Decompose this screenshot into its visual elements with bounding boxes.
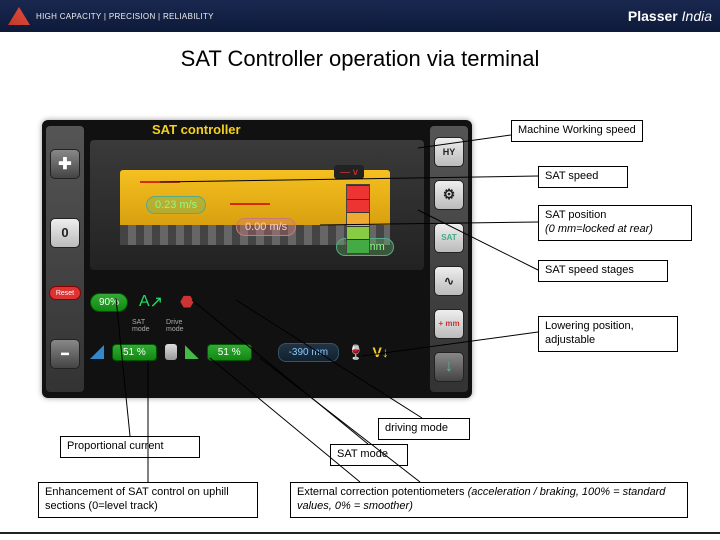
drum-icon xyxy=(165,344,177,360)
speed-stage-gauge xyxy=(346,184,370,254)
slide-title: SAT Controller operation via terminal xyxy=(0,32,720,82)
down-button[interactable] xyxy=(434,352,464,382)
drive-mode-icon[interactable]: ⬣ xyxy=(174,289,200,315)
percent-left[interactable]: 51 % xyxy=(112,344,157,361)
callout-prop-current: Proportional current xyxy=(60,436,200,458)
header-left: HIGH CAPACITY | PRECISION | RELIABILITY xyxy=(8,7,214,25)
footer-rule xyxy=(0,532,720,534)
header-bar: HIGH CAPACITY | PRECISION | RELIABILITY … xyxy=(0,0,720,32)
callout-sat-position-main: SAT position xyxy=(545,209,606,221)
terminal-screenshot: SAT controller 0 Reset HY SAT ∿ + mm 0.2… xyxy=(42,120,472,398)
main-display: 0.23 m/s 0.00 m/s 741 mm — v xyxy=(90,140,424,270)
hy-button[interactable]: HY xyxy=(434,137,464,167)
uphill-blue-icon xyxy=(90,345,104,359)
callout-sat-mode: SAT mode xyxy=(330,444,408,466)
brand-suffix: India xyxy=(682,8,712,24)
glass-icon: 🍷 xyxy=(347,344,364,361)
gear-button[interactable] xyxy=(434,180,464,210)
v-down-icon[interactable]: V↓ xyxy=(372,344,388,360)
brand-name: Plasser xyxy=(628,8,678,24)
zero-button[interactable]: 0 xyxy=(50,218,80,248)
minus-button[interactable] xyxy=(50,339,80,369)
machine-speed-readout: 0.23 m/s xyxy=(146,196,206,214)
percent-right[interactable]: 51 % xyxy=(207,344,252,361)
callout-sat-position: SAT position (0 mm=locked at rear) xyxy=(538,205,692,241)
callout-driving-mode: driving mode xyxy=(378,418,470,440)
sat-mode-icon[interactable]: A↗ xyxy=(138,289,164,315)
sat-speed-readout: 0.00 m/s xyxy=(236,218,296,236)
bottom-row: 51 % 51 % -390 mm 🍷 V↓ xyxy=(90,330,424,374)
callout-ext-corr: External correction potentiometers (acce… xyxy=(290,482,688,518)
v-indicator: — v xyxy=(334,165,364,179)
mode-row: 90% A↗ SAT mode ⬣ Drive mode xyxy=(90,280,424,324)
plus-mm-button[interactable]: + mm xyxy=(434,309,464,339)
callout-sat-stages: SAT speed stages xyxy=(538,260,668,282)
left-button-column: 0 Reset xyxy=(46,126,84,392)
callout-lowering: Lowering position, adjustable xyxy=(538,316,678,352)
callout-sat-position-sub: (0 mm=locked at rear) xyxy=(545,223,653,235)
callout-machine-speed: Machine Working speed xyxy=(511,120,643,142)
callout-ext-corr-main: External correction potentiometers xyxy=(297,486,465,498)
brand: Plasser India xyxy=(628,8,712,24)
reset-button[interactable]: Reset xyxy=(49,286,81,300)
logo-icon xyxy=(8,7,30,25)
uphill-green-icon xyxy=(185,345,199,359)
wave-button[interactable]: ∿ xyxy=(434,266,464,296)
callout-sat-speed: SAT speed xyxy=(538,166,628,188)
right-button-column: HY SAT ∿ + mm xyxy=(430,126,468,392)
plus-button[interactable] xyxy=(50,149,80,179)
lowering-readout[interactable]: -390 mm xyxy=(278,343,339,362)
callout-enhancement: Enhancement of SAT control on uphill sec… xyxy=(38,482,258,518)
sat-button[interactable]: SAT xyxy=(434,223,464,253)
tagline: HIGH CAPACITY | PRECISION | RELIABILITY xyxy=(36,12,214,21)
screen-title: SAT controller xyxy=(152,122,241,137)
pill-90[interactable]: 90% xyxy=(90,293,128,312)
